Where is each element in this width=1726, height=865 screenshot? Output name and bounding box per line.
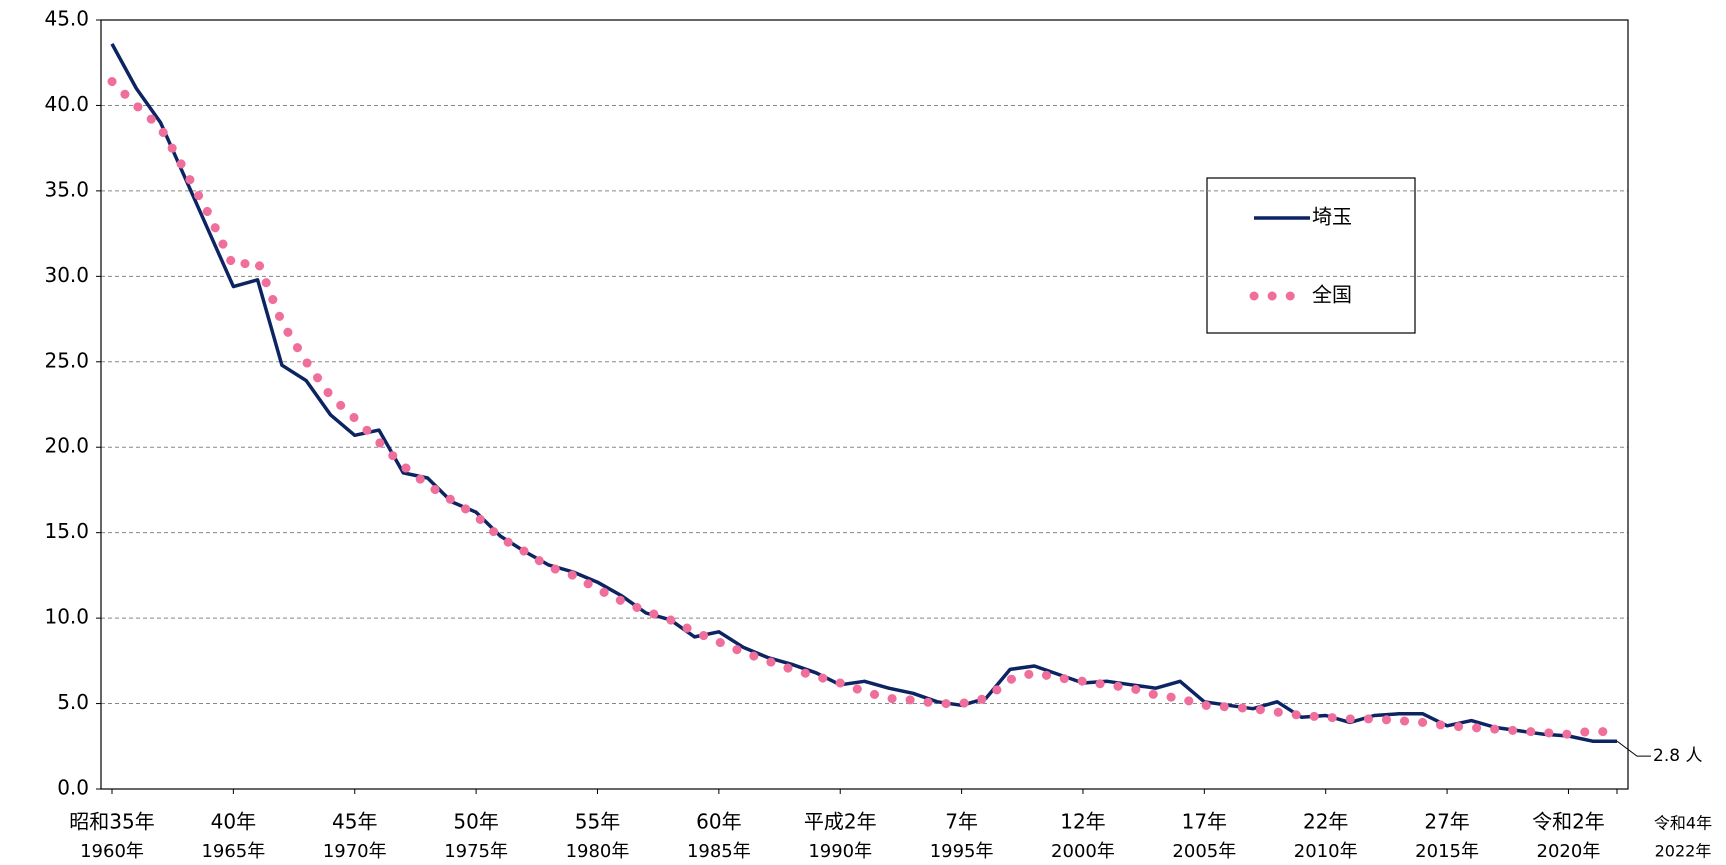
x-tick-label: 令和2年 xyxy=(1532,810,1605,834)
x-tick-sublabel: 2005年 xyxy=(1172,841,1236,862)
x-tick-label: 27年 xyxy=(1424,810,1469,834)
y-tick-label: 40.0 xyxy=(44,92,89,116)
x-tick-label: 40年 xyxy=(211,810,256,834)
legend-label: 埼玉 xyxy=(1312,205,1352,229)
y-tick-label: 25.0 xyxy=(44,348,89,372)
x-tick-label: 昭和35年 xyxy=(69,810,154,834)
x-tick-label: 55年 xyxy=(575,810,620,834)
x-tick-sublabel: 1995年 xyxy=(930,841,994,862)
x-tick-sublabel: 2010年 xyxy=(1294,841,1358,862)
series-line xyxy=(107,77,1622,739)
y-tick-label: 35.0 xyxy=(44,177,89,201)
x-tick-sublabel: 1970年 xyxy=(323,841,387,862)
y-tick-label: 15.0 xyxy=(44,519,89,543)
y-tick-label: 5.0 xyxy=(57,690,89,714)
x-tick-sublabel: 1975年 xyxy=(444,841,508,862)
y-tick-label: 45.0 xyxy=(44,7,89,31)
series-line xyxy=(110,43,1617,743)
x-tick-sublabel: 2015年 xyxy=(1415,841,1479,862)
y-tick-label: 0.0 xyxy=(57,776,89,800)
y-tick-label: 20.0 xyxy=(44,434,89,458)
x-tick-label: 60年 xyxy=(696,810,741,834)
x-tick-label: 50年 xyxy=(453,810,498,834)
x-tick-sublabel: 1985年 xyxy=(687,841,751,862)
legend-box xyxy=(1206,177,1416,334)
x-tick-label: 平成2年 xyxy=(804,810,877,834)
x-tick-sublabel: 1965年 xyxy=(201,841,265,862)
x-tick-sublabel: 2020年 xyxy=(1537,841,1601,862)
annotation: 2.8 人 xyxy=(1653,746,1702,766)
legend-label: 全国 xyxy=(1312,283,1352,307)
x-tick-label: 7年 xyxy=(945,810,978,834)
x-tick-label: 45年 xyxy=(332,810,377,834)
x-tick-label: 17年 xyxy=(1182,810,1227,834)
x-tick-sublabel: 1980年 xyxy=(566,841,630,862)
plot-frame xyxy=(100,19,1629,790)
y-tick-label: 30.0 xyxy=(44,263,89,287)
x-tick-label: 令和4年 xyxy=(1654,814,1712,833)
x-tick-label: 12年 xyxy=(1060,810,1105,834)
x-tick-sublabel: 2022年 xyxy=(1655,842,1712,861)
x-tick-sublabel: 1990年 xyxy=(808,841,872,862)
x-tick-sublabel: 1960年 xyxy=(80,841,144,862)
x-tick-label: 22年 xyxy=(1303,810,1348,834)
x-tick-sublabel: 2000年 xyxy=(1051,841,1115,862)
annotation-leader xyxy=(1616,740,1651,757)
y-tick-label: 10.0 xyxy=(44,605,89,629)
